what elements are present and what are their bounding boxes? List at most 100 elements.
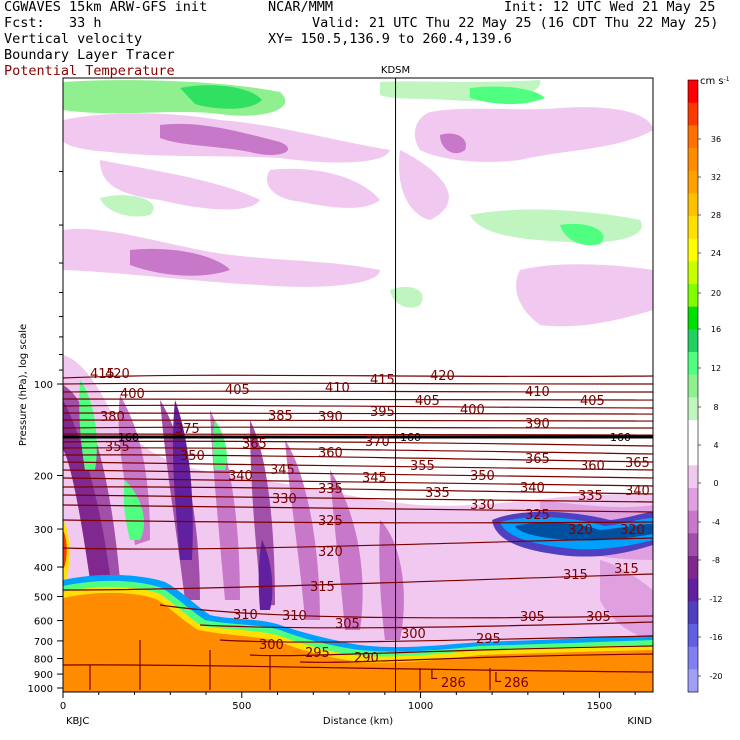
theta-label: 330 [470,498,495,513]
x-tick-label: 1000 [408,701,433,712]
theta-label: 415 [370,373,395,388]
theta-label: 335 [425,486,450,501]
theta-label: 335 [318,482,343,497]
colorbar-swatch [688,510,698,534]
theta-label: 405 [225,383,250,398]
colorbar-label: -16 [709,633,722,642]
theta-label: 305 [520,610,545,625]
colorbar-label: 32 [711,173,721,182]
forecast-hour: Fcst: 33 h [4,15,102,31]
colorbar-label: -8 [712,556,720,565]
theta-label: 410 [525,385,550,400]
colorbar-swatch [688,646,698,670]
colorbar-swatch [688,578,698,602]
y-axis-label: Pressure (hPa), log scale [18,324,29,446]
theta-label: 290 [354,651,379,666]
tropopause-label: 160 [610,431,631,444]
theta-label: 420 [430,369,455,384]
vertical-velocity-shading [63,80,653,692]
x-axis: 0 500 1000 1500 [60,692,636,712]
colorbar-label: 24 [711,249,721,258]
y-axis: 100 200 300 400 500 600 700 800 900 1000 [28,171,63,695]
colorbar-label: 16 [711,325,721,334]
colorbar-label: -20 [709,672,722,681]
colorbar-swatch [688,601,698,625]
low-marker: L [430,668,438,683]
x-tick-label: 0 [60,701,66,712]
y-tick-label: 100 [34,380,53,391]
field-boundary-layer: Boundary Layer Tracer [4,47,175,63]
colorbar-swatch [688,193,698,217]
colorbar-swatch [688,148,698,172]
colorbar-label: 36 [711,135,721,144]
colorbar-swatch [688,102,698,126]
theta-label: 400 [120,387,145,402]
theta-label: 286 [504,676,529,691]
theta-label: 310 [233,608,258,623]
theta-label: 320 [318,545,343,560]
y-tick-label: 400 [34,563,53,574]
theta-label: 395 [370,405,395,420]
theta-label: 355 [410,459,435,474]
theta-label: 345 [270,463,295,478]
theta-label: 360 [318,446,343,461]
theta-label: 305 [335,617,360,632]
station-mid-label: KDSM [381,65,410,76]
theta-label: 340 [520,481,545,496]
colorbar-unit: cm s-1 [700,76,730,87]
field-potential-temperature: Potential Temperature [4,63,175,79]
theta-label: 320 [620,523,645,538]
theta-label: 315 [310,580,335,595]
theta-label: 295 [305,646,330,661]
colorbar-swatch [688,374,698,398]
theta-label: 385 [268,409,293,424]
y-tick-label: 800 [34,655,53,666]
theta-label: 365 [242,437,267,452]
station-right-label: KIND [627,716,652,727]
theta-label: 340 [228,469,253,484]
cross-section-xy: XY= 150.5,136.9 to 260.4,139.6 [268,31,512,47]
colorbar-swatch [688,624,698,648]
colorbar-swatch [688,420,698,444]
theta-label: 405 [580,394,605,409]
colorbar-swatch [688,329,698,353]
theta-label: 350 [180,449,205,464]
y-tick-label: 200 [34,472,53,483]
theta-label: 415 [90,367,115,382]
field-vertical-velocity: Vertical velocity [4,31,143,47]
y-tick-label: 600 [34,617,53,628]
theta-label: 420 [105,367,130,382]
y-tick-label: 700 [34,637,53,648]
org-label: NCAR/MMM [268,0,334,15]
colorbar-swatch [688,80,698,104]
station-left-label: KBJC [66,716,89,727]
theta-label: 410 [325,381,350,396]
theta-label: 295 [476,632,501,647]
theta-label: 330 [272,492,297,507]
theta-label: 305 [586,610,611,625]
colorbar-label: -12 [709,595,722,604]
colorbar-swatch [688,442,698,466]
colorbar-swatch [688,533,698,557]
colorbar-swatch [688,284,698,308]
theta-label: 370 [365,435,390,450]
theta-label: 375 [175,422,200,437]
y-tick-label: 900 [34,670,53,681]
theta-label: 380 [100,410,125,425]
theta-label: 335 [578,489,603,504]
theta-label: 300 [259,638,284,653]
colorbar-swatch [688,170,698,194]
theta-label: 300 [401,627,426,642]
colorbar-swatch [688,488,698,512]
theta-label: 315 [563,568,588,583]
y-tick-label: 1000 [28,684,53,695]
theta-label: 340 [625,484,650,499]
colorbar-swatch [688,238,698,262]
colorbar-swatch [688,125,698,149]
theta-label: 390 [525,417,550,432]
x-axis-label: Distance (km) [323,716,393,727]
tropopause-labels: 160 160 160 [118,431,631,444]
